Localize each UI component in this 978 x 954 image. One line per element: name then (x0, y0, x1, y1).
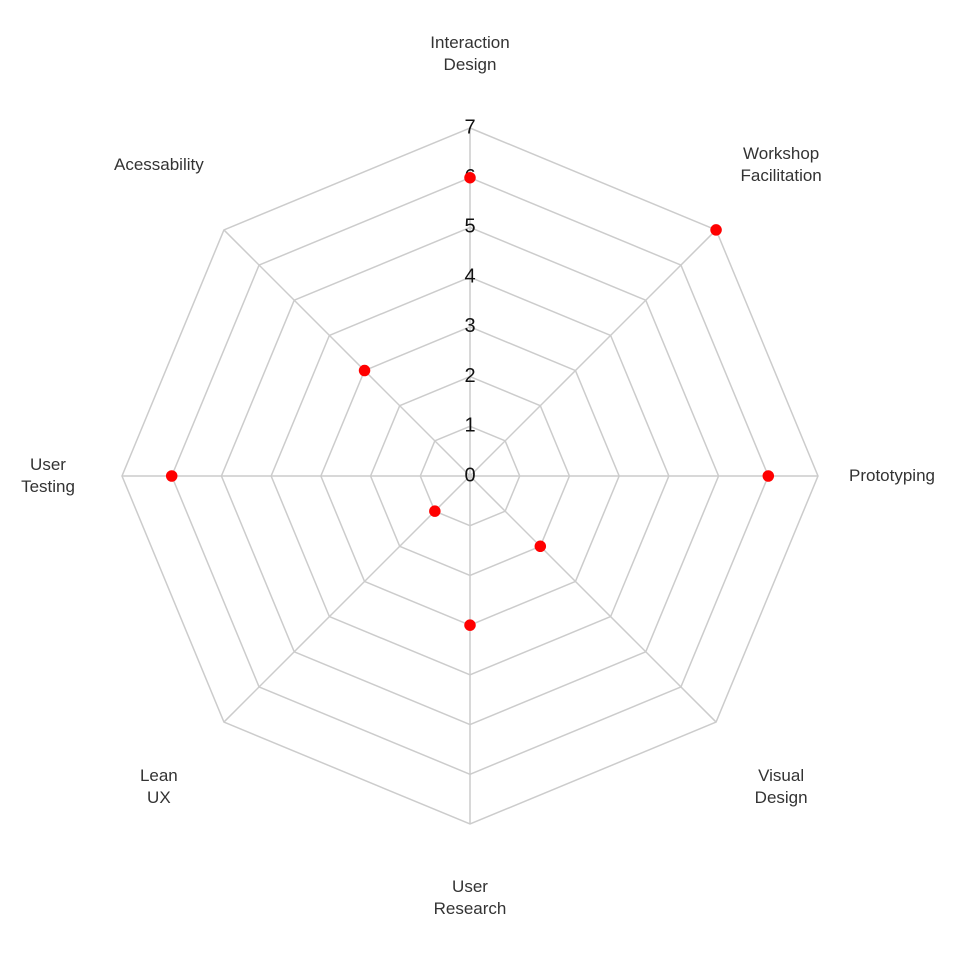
data-point (358, 364, 371, 377)
data-point (762, 470, 775, 482)
spoke (469, 475, 717, 723)
axis-label: Lean UX (139, 766, 178, 808)
data-point (165, 470, 178, 482)
axis-label: User Research (433, 877, 507, 918)
axis-label: Workshop Facilitation (740, 143, 822, 185)
spoke (223, 229, 471, 477)
data-point (534, 540, 547, 553)
spoke (223, 475, 471, 723)
data-point (464, 171, 476, 184)
axis-label: Prototyping (849, 466, 935, 485)
tick-label: 0 (464, 464, 475, 486)
tick-label: 7 (464, 116, 475, 138)
axis-label: Visual Design (754, 766, 808, 808)
data-point (429, 505, 441, 517)
tick-label: 3 (464, 315, 475, 337)
tick-label: 5 (464, 216, 475, 238)
axis-label: Acessability (113, 154, 204, 174)
spoke (469, 229, 717, 477)
tick-label: 1 (464, 415, 475, 437)
tick-label: 2 (464, 365, 475, 387)
axis-label: User Testing (21, 455, 75, 496)
data-point (710, 224, 722, 236)
data-point (464, 619, 476, 631)
axis-label: Interaction Design (430, 33, 510, 74)
tick-label: 4 (464, 265, 475, 287)
